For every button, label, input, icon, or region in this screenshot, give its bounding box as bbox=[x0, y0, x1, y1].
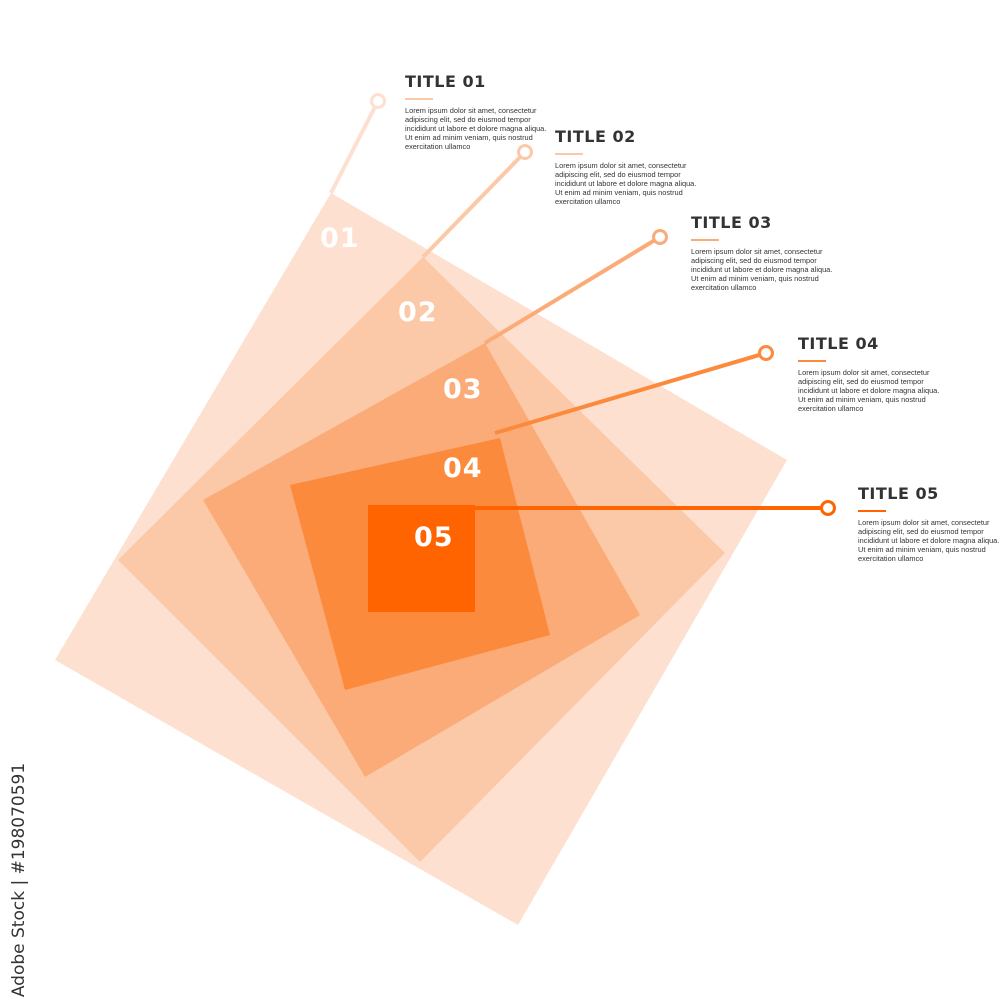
callout-text: Lorem ipsum dolor sit amet, consectetur … bbox=[798, 368, 940, 413]
callout-01: TITLE 01 Lorem ipsum dolor sit amet, con… bbox=[405, 73, 615, 152]
title-underline bbox=[798, 360, 826, 362]
step-number-01: 01 bbox=[320, 223, 360, 254]
callout-title: TITLE 04 bbox=[798, 334, 879, 353]
callout-04: TITLE 04 Lorem ipsum dolor sit amet, con… bbox=[798, 335, 1000, 414]
callout-text: Lorem ipsum dolor sit amet, consectetur … bbox=[858, 518, 1000, 563]
title-underline bbox=[555, 153, 583, 155]
square-level-5 bbox=[368, 505, 475, 612]
connector-dot-02 bbox=[517, 144, 533, 160]
callout-text: Lorem ipsum dolor sit amet, consectetur … bbox=[691, 247, 833, 292]
callout-text: Lorem ipsum dolor sit amet, consectetur … bbox=[555, 161, 697, 206]
connector-line-02 bbox=[421, 150, 527, 259]
callout-title: TITLE 05 bbox=[858, 484, 939, 503]
step-number-04: 04 bbox=[443, 453, 483, 484]
connector-line-04 bbox=[494, 351, 767, 435]
connector-dot-05 bbox=[820, 500, 836, 516]
connector-line-03 bbox=[483, 235, 662, 345]
callout-text: Lorem ipsum dolor sit amet, consectetur … bbox=[405, 106, 547, 151]
connector-dot-04 bbox=[758, 345, 774, 361]
title-underline bbox=[405, 98, 433, 100]
title-underline bbox=[691, 239, 719, 241]
callout-03: TITLE 03 Lorem ipsum dolor sit amet, con… bbox=[691, 214, 901, 293]
callout-title: TITLE 03 bbox=[691, 213, 772, 232]
callout-title: TITLE 02 bbox=[555, 127, 636, 146]
stock-id-text: Adobe Stock | #198070591 bbox=[9, 762, 29, 998]
stock-id-watermark: Adobe Stock | #198070591 bbox=[4, 762, 34, 998]
callout-02: TITLE 02 Lorem ipsum dolor sit amet, con… bbox=[555, 128, 765, 207]
step-number-05: 05 bbox=[414, 522, 454, 553]
step-number-02: 02 bbox=[398, 297, 438, 328]
callout-05: TITLE 05 Lorem ipsum dolor sit amet, con… bbox=[858, 485, 1000, 564]
connector-line-01 bbox=[329, 100, 380, 194]
callout-title: TITLE 01 bbox=[405, 72, 486, 91]
title-underline bbox=[858, 510, 886, 512]
connector-dot-01 bbox=[370, 93, 386, 109]
step-number-03: 03 bbox=[443, 374, 483, 405]
connector-dot-03 bbox=[652, 229, 668, 245]
